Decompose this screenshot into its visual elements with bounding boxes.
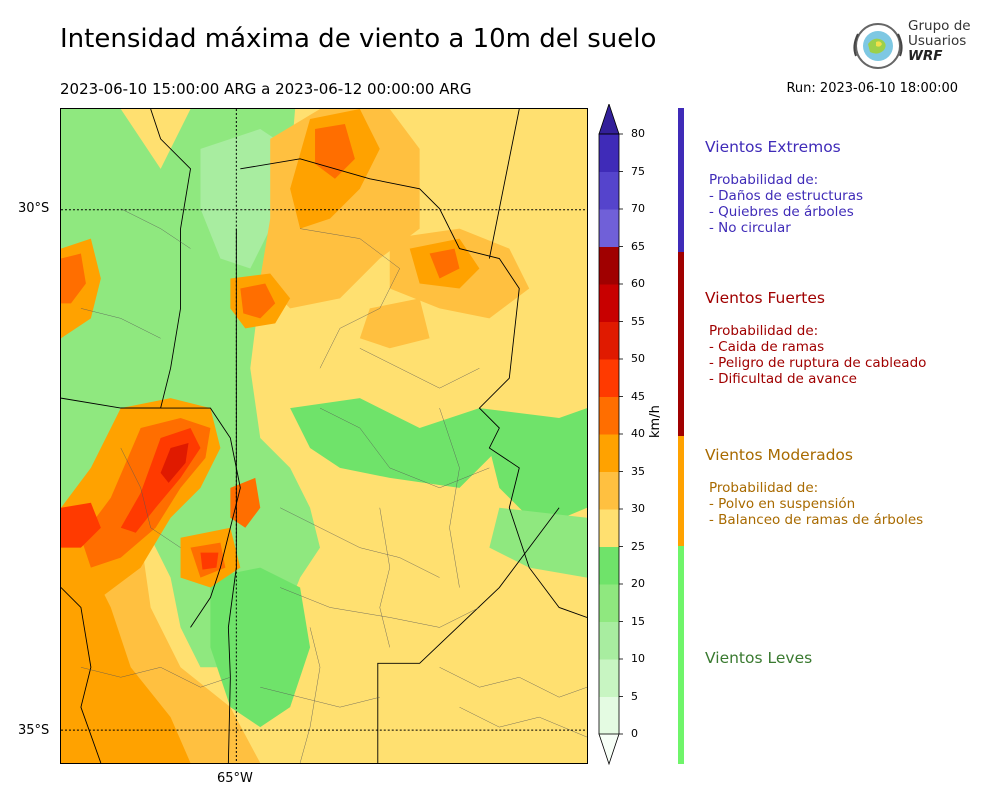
- colorbar-band: [599, 434, 619, 472]
- colorbar-over-triangle: [598, 104, 620, 135]
- logo-text: Grupo de Usuarios WRF: [908, 19, 971, 64]
- forecast-period: 2023-06-10 15:00:00 ARG a 2023-06-12 00:…: [60, 80, 472, 98]
- wrf-logo-icon: [853, 23, 903, 69]
- category-line: - Quiebres de árboles: [709, 204, 854, 220]
- category-desc-strong: Probabilidad de: - Caida de ramas - Peli…: [709, 323, 926, 387]
- category-line: - Caida de ramas: [709, 339, 825, 355]
- colorbar-tick-label: 80: [631, 127, 645, 140]
- category-title-light: Vientos Leves: [705, 649, 813, 667]
- colorbar-band: [599, 584, 619, 622]
- logo-line-3: WRF: [908, 48, 943, 64]
- wind-colorbar: [598, 104, 623, 766]
- map-title: Intensidad máxima de viento a 10m del su…: [60, 24, 657, 54]
- category-line: - Dificultad de avance: [709, 371, 857, 387]
- category-title-extreme: Vientos Extremos: [705, 138, 841, 156]
- colorbar-band: [599, 659, 619, 697]
- logo-line-2: Usuarios: [908, 33, 967, 49]
- category-line: Probabilidad de:: [709, 323, 819, 339]
- colorbar-band: [599, 359, 619, 397]
- colorbar-tick-label: 25: [631, 539, 645, 553]
- colorbar-band: [599, 696, 619, 735]
- colorbar-tick-label: 70: [631, 202, 645, 215]
- category-bar-light: [678, 546, 684, 764]
- category-bar: [678, 108, 684, 764]
- category-desc-moderate: Probabilidad de: - Polvo en suspensión -…: [709, 480, 923, 528]
- colorbar-tick-label: 35: [631, 464, 645, 478]
- colorbar-ticks: [619, 133, 623, 735]
- colorbar-band: [599, 284, 619, 322]
- category-title-moderate: Vientos Moderados: [705, 446, 853, 464]
- colorbar-band: [599, 509, 619, 547]
- category-line: - Balanceo de ramas de árboles: [709, 512, 924, 528]
- colorbar-bands: [598, 104, 620, 766]
- category-line: - Polvo en suspensión: [709, 496, 856, 512]
- colorbar-tick-label: 75: [631, 164, 645, 178]
- colorbar-tick-label: 60: [631, 277, 645, 290]
- colorbar-tick-label: 55: [631, 314, 645, 328]
- colorbar-tick-label: 40: [631, 427, 645, 440]
- run-time: Run: 2023-06-10 18:00:00: [786, 81, 958, 96]
- colorbar-tick-label: 20: [631, 577, 645, 590]
- longitude-label-65w: 65°W: [217, 771, 253, 786]
- colorbar-band: [599, 134, 619, 172]
- category-desc-extreme: Probabilidad de: - Daños de estructuras …: [709, 172, 863, 236]
- colorbar-under-triangle: [598, 733, 620, 766]
- colorbar-band: [599, 321, 619, 360]
- colorbar-tick-label: 30: [631, 502, 645, 515]
- colorbar-tick-label: 15: [631, 614, 645, 628]
- logo-line-1: Grupo de: [908, 18, 971, 34]
- colorbar-band: [599, 246, 619, 285]
- colorbar-band: [599, 621, 619, 660]
- category-bar-moderate: [678, 436, 684, 546]
- colorbar-tick-label: 10: [631, 652, 645, 665]
- colorbar-tick-label: 50: [631, 352, 645, 365]
- category-line: Probabilidad de:: [709, 172, 819, 188]
- category-line: - No circular: [709, 220, 791, 236]
- category-bar-extreme: [678, 108, 684, 252]
- colorbar-band: [599, 546, 619, 585]
- latitude-label-30s: 30°S: [18, 201, 50, 216]
- colorbar-tick-label: 0: [631, 727, 638, 740]
- colorbar-band: [599, 171, 619, 210]
- colorbar-band: [599, 209, 619, 247]
- colorbar-band: [599, 396, 619, 435]
- colorbar-band: [599, 471, 619, 510]
- category-title-strong: Vientos Fuertes: [705, 289, 825, 307]
- category-bar-strong: [678, 252, 684, 436]
- wind-map: [60, 108, 588, 764]
- colorbar-tick-label: 65: [631, 239, 645, 253]
- colorbar-tick-label: 45: [631, 389, 645, 403]
- colorbar-unit: km/h: [648, 405, 663, 438]
- category-line: Probabilidad de:: [709, 480, 819, 496]
- category-line: - Daños de estructuras: [709, 188, 864, 204]
- category-line: - Peligro de ruptura de cableado: [709, 355, 927, 371]
- colorbar-tick-label: 5: [631, 689, 638, 703]
- latitude-label-35s: 35°S: [18, 723, 50, 738]
